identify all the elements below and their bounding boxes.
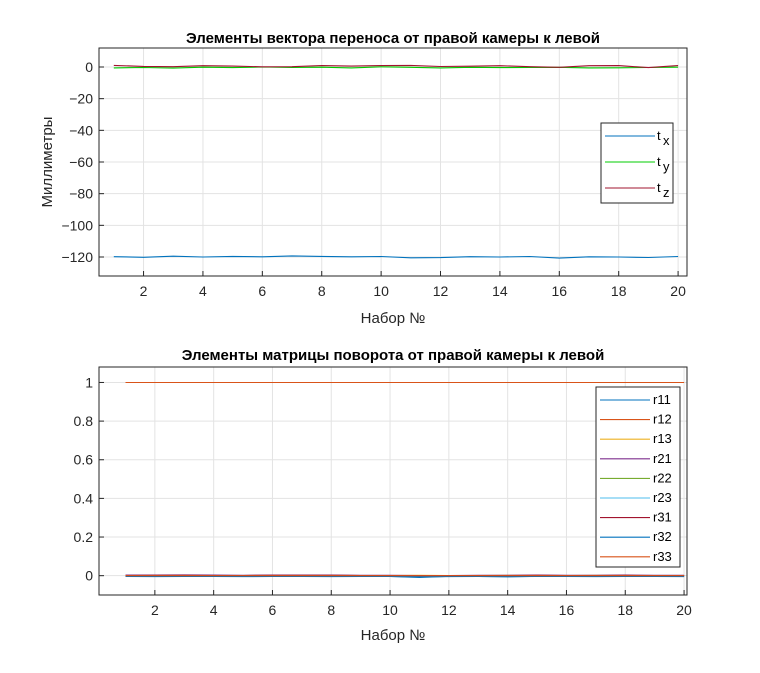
rotation-x-tick-label: 18 (617, 602, 633, 618)
rotation-legend-label: r11 (653, 392, 671, 407)
translation-x-tick-label: 2 (140, 283, 148, 299)
translation-x-tick-label: 4 (199, 283, 207, 299)
rotation-legend-label: r33 (653, 549, 672, 564)
rotation-x-tick-label: 8 (327, 602, 335, 618)
rotation-x-tick-label: 4 (210, 602, 218, 618)
translation-x-tick-label: 12 (433, 283, 449, 299)
rotation-legend-label: r13 (653, 431, 672, 446)
translation-x-tick-label: 10 (373, 283, 389, 299)
translation-y-tick-label: −100 (61, 217, 93, 233)
rotation-x-tick-label: 14 (500, 602, 516, 618)
translation-x-axis-label: Набор № (361, 310, 426, 327)
rotation-y-tick-label: 0 (85, 568, 93, 584)
rotation-legend-label: r31 (653, 510, 672, 525)
translation-y-tick-label: −80 (69, 186, 93, 202)
translation-x-tick-label: 20 (670, 283, 686, 299)
rotation-x-tick-label: 10 (382, 602, 398, 618)
translation-y-tick-label: −20 (69, 91, 93, 107)
translation-legend-label: t (657, 128, 661, 143)
translation-legend-subscript: x (663, 133, 670, 148)
translation-y-tick-label: 0 (85, 59, 93, 75)
rotation-y-tick-label: 0.2 (74, 529, 94, 545)
rotation-x-tick-label: 6 (269, 602, 277, 618)
translation-x-tick-label: 14 (492, 283, 508, 299)
translation-chart-title: Элементы вектора переноса от правой каме… (186, 30, 600, 47)
translation-y-tick-label: −60 (69, 154, 93, 170)
rotation-legend-label: r12 (653, 412, 672, 427)
translation-legend-label: t (657, 180, 661, 195)
translation-y-ticks: −120 −100 −80 −60 −40 −20 0 (61, 59, 104, 265)
translation-x-tick-label: 18 (611, 283, 627, 299)
rotation-x-tick-label: 2 (151, 602, 159, 618)
translation-x-tick-label: 6 (258, 283, 266, 299)
rotation-legend-label: r32 (653, 529, 672, 544)
rotation-x-tick-label: 12 (441, 602, 457, 618)
rotation-x-axis-label: Набор № (361, 627, 426, 644)
rotation-y-tick-label: 0.4 (74, 490, 94, 506)
translation-y-axis-label: Миллиметры (39, 117, 56, 208)
rotation-legend-label: r23 (653, 490, 672, 505)
rotation-y-tick-label: 0.8 (74, 413, 94, 429)
translation-legend-subscript: y (663, 159, 670, 174)
rotation-x-tick-label: 20 (676, 602, 692, 618)
rotation-y-tick-label: 0.6 (74, 452, 94, 468)
rotation-legend-label: r21 (653, 451, 672, 466)
rotation-legend-label: r22 (653, 470, 672, 485)
translation-legend-subscript: z (663, 185, 670, 200)
rotation-legend: r11 r12 r13 r21 r22 r23 r31 r32 r33 (596, 387, 680, 567)
translation-legend-label: t (657, 154, 661, 169)
rotation-x-tick-label: 16 (559, 602, 575, 618)
translation-x-tick-label: 16 (552, 283, 568, 299)
translation-chart: 2 4 6 8 10 12 14 16 18 20 −120 −100 −80 −60 −40 −20 0 Э… (39, 30, 687, 327)
translation-y-tick-label: −120 (61, 249, 93, 265)
rotation-y-tick-label: 1 (85, 374, 93, 390)
translation-y-tick-label: −40 (69, 122, 93, 138)
rotation-chart: 2 4 6 8 10 12 14 16 18 20 0 0.2 0.4 0.6 0.8 1 Элементы… (74, 347, 693, 644)
rotation-chart-title: Элементы матрицы поворота от правой каме… (182, 347, 605, 364)
translation-x-tick-label: 8 (318, 283, 326, 299)
